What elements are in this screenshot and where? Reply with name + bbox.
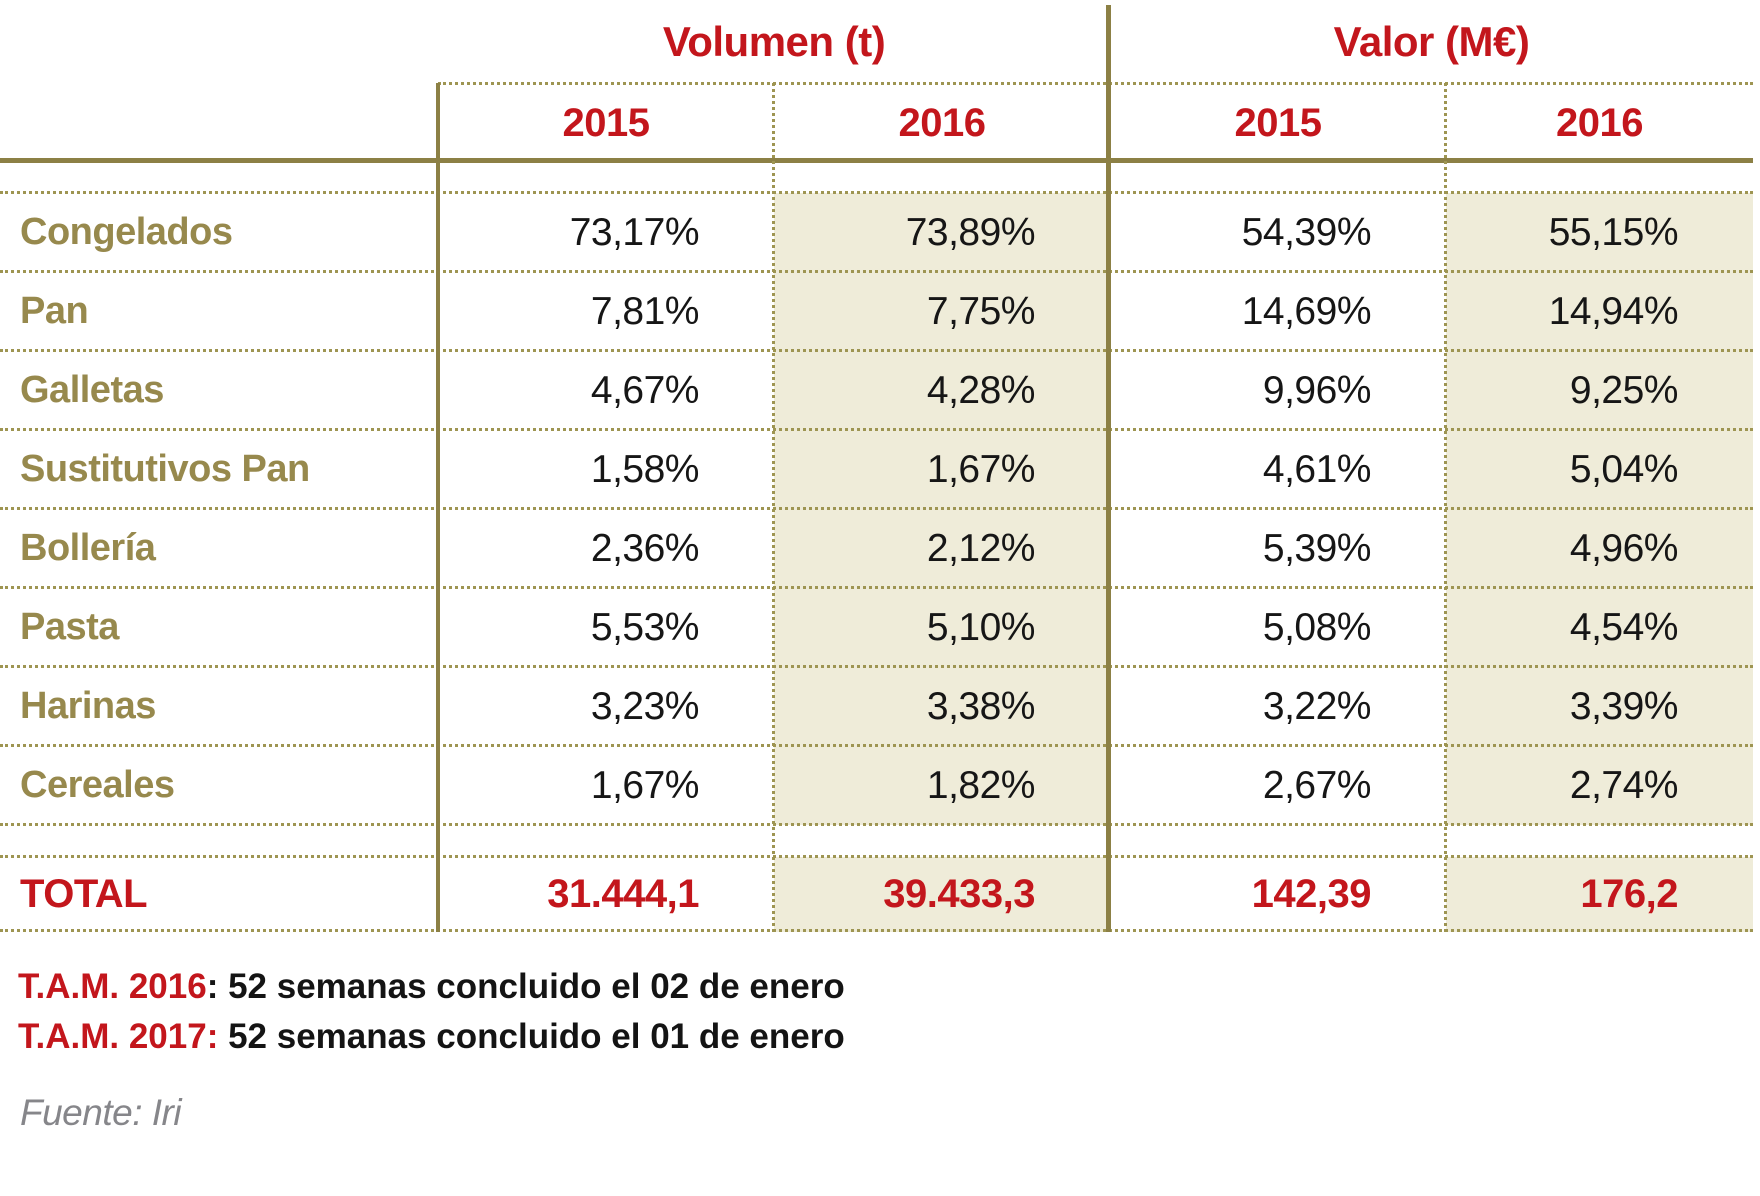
row-value-volumen-2015: 2,36% [590,526,700,570]
row-value-valor-2015: 3,22% [1262,684,1372,728]
row-value-volumen-2016: 7,75% [774,272,1110,351]
footnotes: T.A.M. 2016: 52 semanas concluido el 02 … [18,962,845,1062]
total-row-label: TOTAL [20,872,148,916]
row-value-volumen-2015: 3,23% [590,684,700,728]
row-value-volumen-2015: 4,67% [590,368,700,412]
row-value-valor-2016: 14,94% [1446,272,1753,351]
footnote-highlight: T.A.M. 2017: [18,1017,219,1056]
row-value-valor-2016: 5,04% [1446,430,1753,509]
row-value-volumen-2015: 1,58% [590,447,700,491]
row-value-volumen-2016: 3,38% [774,667,1110,746]
footnote-tam-2017: T.A.M. 2017: 52 semanas concluido el 01 … [18,1012,845,1062]
row-label: Harinas [20,685,156,727]
column-header-volumen-2016: 2016 [898,100,986,145]
row-value-valor-2016: 2,74% [1446,746,1753,825]
footnote-highlight: T.A.M. 2016 [18,967,207,1006]
row-value-valor-2015: 4,61% [1262,447,1372,491]
row-value-valor-2016: 4,96% [1446,509,1753,588]
row-label: Cereales [20,764,175,806]
row-value-valor-2016: 4,54% [1446,588,1753,667]
row-label: Sustitutivos Pan [20,448,310,490]
spacer-row [0,825,1753,857]
row-value-valor-2015: 5,39% [1262,526,1372,570]
row-value-valor-2015: 14,69% [1241,289,1372,333]
source-note: Fuente: Iri [20,1092,182,1133]
row-label: Bollería [20,527,156,569]
row-value-valor-2015: 9,96% [1262,368,1372,412]
row-value-volumen-2016: 5,10% [774,588,1110,667]
row-label: Galletas [20,369,164,411]
row-value-volumen-2015: 5,53% [590,605,700,649]
row-value-volumen-2016: 73,89% [774,193,1110,272]
row-value-volumen-2016: 1,67% [774,430,1110,509]
total-valor-2015: 142,39 [1251,872,1372,916]
column-header-valor-2016: 2016 [1556,100,1643,145]
row-value-volumen-2016: 1,82% [774,746,1110,825]
row-value-valor-2015: 2,67% [1262,763,1372,807]
row-value-volumen-2015: 1,67% [590,763,700,807]
corner-cell-2 [0,84,438,162]
header-gap-row [0,162,1753,193]
row-value-volumen-2015: 73,17% [569,210,700,254]
row-value-valor-2015: 5,08% [1262,605,1372,649]
group-header-valor: Valor (M€) [1333,18,1530,65]
total-volumen-2015: 31.444,1 [547,872,699,916]
corner-cell [0,0,438,84]
row-value-valor-2015: 54,39% [1241,210,1372,254]
data-table: Volumen (t) Valor (M€) 2015 2016 2015 20… [0,0,1753,932]
row-value-valor-2016: 55,15% [1446,193,1753,272]
row-value-volumen-2016: 4,28% [774,351,1110,430]
row-value-volumen-2016: 2,12% [774,509,1110,588]
footnote-tam-2016: T.A.M. 2016: 52 semanas concluido el 02 … [18,962,845,1012]
row-value-volumen-2015: 7,81% [590,289,700,333]
row-label: Congelados [20,211,233,253]
group-header-volumen: Volumen (t) [662,18,886,65]
footnote-text: : 52 semanas concluido el 02 de enero [206,967,845,1006]
row-label: Pan [20,290,89,332]
row-value-valor-2016: 3,39% [1446,667,1753,746]
footnote-text: 52 semanas concluido el 01 de enero [218,1017,845,1056]
row-value-valor-2016: 9,25% [1446,351,1753,430]
total-volumen-2016: 39.433,3 [774,857,1110,932]
row-label: Pasta [20,606,119,648]
total-valor-2016: 176,2 [1446,857,1753,932]
column-header-valor-2015: 2015 [1234,100,1322,145]
column-header-volumen-2015: 2015 [562,100,650,145]
